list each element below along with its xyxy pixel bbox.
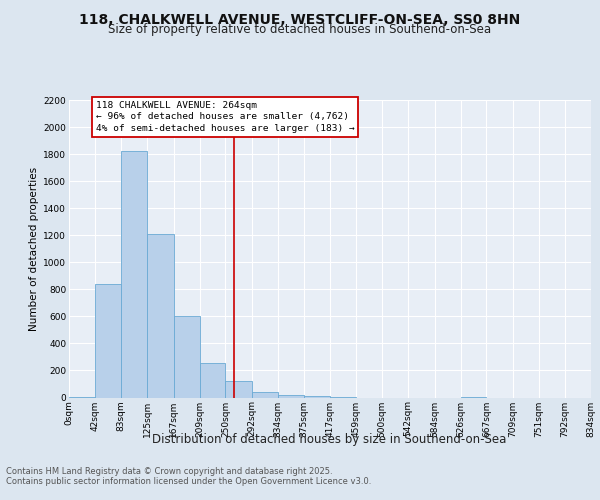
Bar xyxy=(95,284,121,398)
Bar xyxy=(278,395,304,398)
Text: 118 CHALKWELL AVENUE: 264sqm
← 96% of detached houses are smaller (4,762)
4% of : 118 CHALKWELL AVENUE: 264sqm ← 96% of de… xyxy=(96,100,355,133)
Bar xyxy=(147,234,173,398)
Bar xyxy=(226,380,252,398)
Text: Contains public sector information licensed under the Open Government Licence v3: Contains public sector information licen… xyxy=(6,478,371,486)
Bar xyxy=(173,316,200,398)
Bar xyxy=(304,396,330,398)
Text: Distribution of detached houses by size in Southend-on-Sea: Distribution of detached houses by size … xyxy=(152,432,506,446)
Text: Contains HM Land Registry data © Crown copyright and database right 2025.: Contains HM Land Registry data © Crown c… xyxy=(6,468,332,476)
Bar xyxy=(252,392,278,398)
Bar xyxy=(200,362,226,398)
Y-axis label: Number of detached properties: Number of detached properties xyxy=(29,166,39,331)
Text: 118, CHALKWELL AVENUE, WESTCLIFF-ON-SEA, SS0 8HN: 118, CHALKWELL AVENUE, WESTCLIFF-ON-SEA,… xyxy=(79,12,521,26)
Bar xyxy=(121,152,147,398)
Text: Size of property relative to detached houses in Southend-on-Sea: Size of property relative to detached ho… xyxy=(109,22,491,36)
